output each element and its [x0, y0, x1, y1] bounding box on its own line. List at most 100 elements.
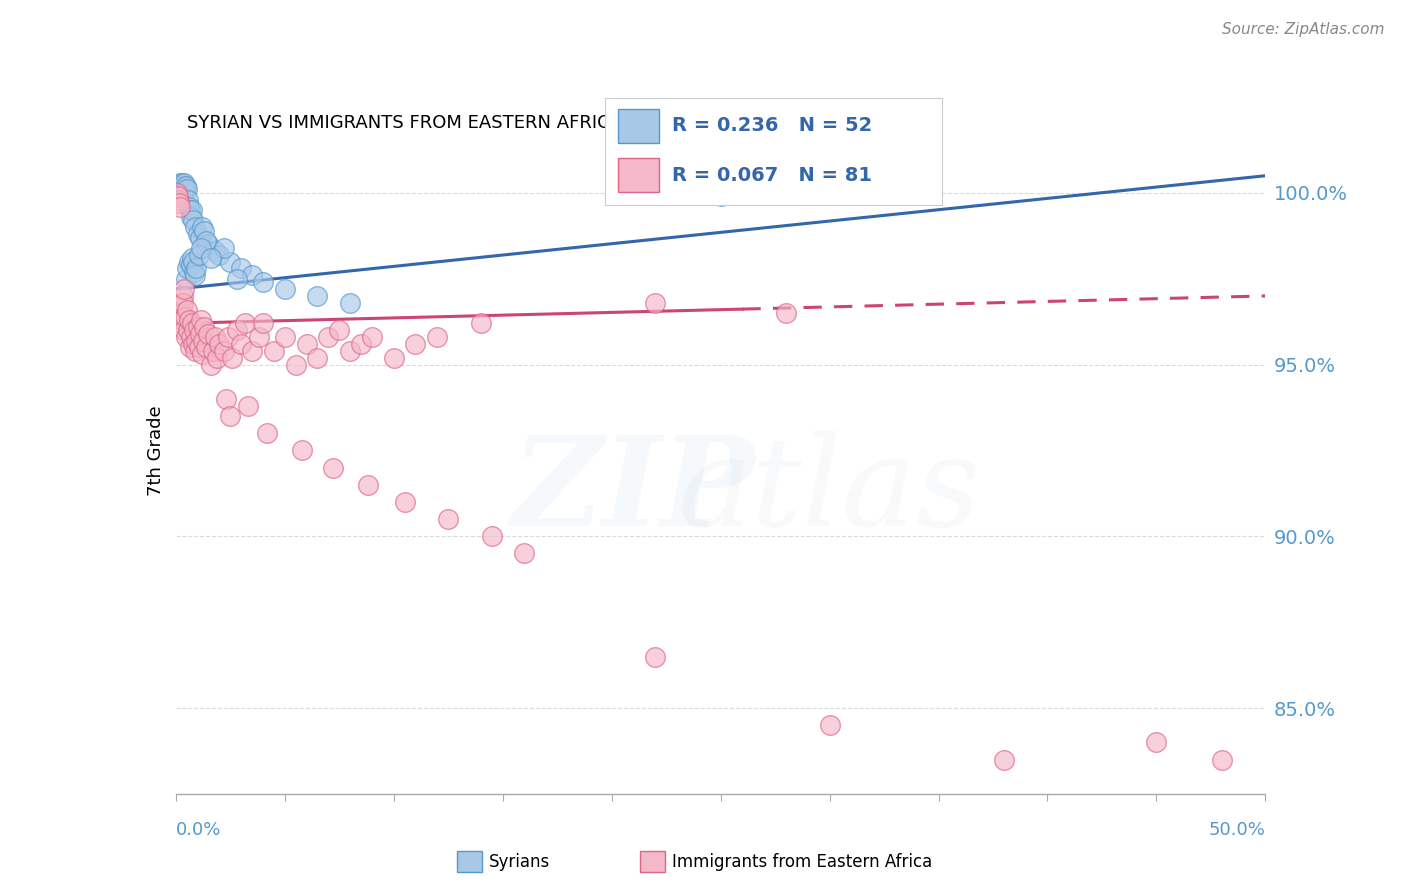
Point	[328, 323, 350, 337]
Point	[181, 213, 204, 227]
Point	[208, 337, 231, 351]
Point	[167, 193, 190, 207]
Point	[405, 337, 427, 351]
Point	[426, 330, 449, 344]
Point	[169, 182, 191, 196]
Point	[644, 649, 666, 664]
Point	[186, 261, 208, 276]
Point	[361, 330, 384, 344]
Text: atlas: atlas	[678, 431, 981, 552]
Point	[166, 186, 188, 200]
Point	[256, 426, 278, 441]
Point	[173, 176, 195, 190]
Point	[172, 313, 194, 327]
Point	[470, 317, 492, 331]
Point	[240, 268, 263, 283]
Point	[200, 251, 222, 265]
Point	[169, 295, 191, 310]
Point	[191, 347, 214, 361]
Point	[174, 271, 197, 285]
Text: R = 0.067   N = 81: R = 0.067 N = 81	[672, 166, 872, 185]
Point	[179, 202, 201, 217]
Point	[180, 210, 202, 224]
Point	[193, 224, 215, 238]
Point	[481, 529, 503, 543]
Point	[240, 343, 263, 358]
Point	[252, 317, 274, 331]
Bar	[619, 158, 658, 193]
Point	[274, 330, 297, 344]
Point	[191, 220, 214, 235]
Point	[174, 182, 197, 196]
Point	[176, 302, 198, 317]
Point	[247, 330, 270, 344]
Point	[212, 343, 235, 358]
Text: Source: ZipAtlas.com: Source: ZipAtlas.com	[1222, 22, 1385, 37]
Point	[195, 340, 218, 354]
Point	[225, 323, 247, 337]
Point	[1211, 752, 1233, 766]
Point	[180, 330, 202, 344]
Point	[291, 443, 314, 458]
Point	[183, 323, 205, 337]
Point	[184, 220, 207, 235]
Point	[173, 179, 195, 194]
Point	[252, 275, 274, 289]
Point	[221, 351, 243, 365]
Point	[187, 248, 209, 262]
Text: SYRIAN VS IMMIGRANTS FROM EASTERN AFRICA 7TH GRADE CORRELATION CHART: SYRIAN VS IMMIGRANTS FROM EASTERN AFRICA…	[187, 114, 934, 132]
Point	[231, 337, 253, 351]
Point	[195, 234, 218, 248]
Point	[176, 261, 198, 276]
Point	[173, 323, 195, 337]
Point	[188, 230, 211, 244]
Point	[181, 317, 204, 331]
Point	[295, 337, 318, 351]
Point	[167, 179, 190, 194]
Point	[322, 460, 344, 475]
Point	[225, 271, 247, 285]
Point	[186, 227, 209, 241]
Text: Immigrants from Eastern Africa: Immigrants from Eastern Africa	[672, 853, 932, 871]
Point	[181, 251, 204, 265]
Text: R = 0.236   N = 52: R = 0.236 N = 52	[672, 117, 872, 136]
Point	[180, 258, 202, 272]
Point	[356, 477, 378, 491]
Point	[174, 179, 197, 194]
Point	[181, 202, 204, 217]
Point	[231, 261, 253, 276]
Point	[212, 241, 235, 255]
Point	[201, 343, 224, 358]
Point	[993, 752, 1015, 766]
Point	[179, 340, 201, 354]
Point	[339, 343, 361, 358]
Text: ZIP: ZIP	[512, 431, 755, 552]
Text: 50.0%: 50.0%	[1209, 822, 1265, 839]
Point	[169, 176, 191, 190]
Point	[177, 200, 200, 214]
Text: Syrians: Syrians	[489, 853, 551, 871]
Point	[215, 392, 238, 406]
Point	[710, 189, 733, 203]
Point	[170, 317, 193, 331]
Point	[219, 409, 242, 423]
Point	[307, 289, 329, 303]
Point	[174, 310, 197, 324]
Point	[170, 306, 193, 320]
Point	[190, 241, 212, 255]
Point	[170, 182, 193, 196]
Point	[172, 295, 194, 310]
Point	[204, 330, 226, 344]
Point	[394, 495, 416, 509]
Point	[173, 282, 195, 296]
Point	[307, 351, 329, 365]
Point	[188, 326, 211, 341]
Point	[818, 718, 841, 732]
Point	[219, 254, 242, 268]
Point	[177, 323, 200, 337]
Point	[437, 512, 460, 526]
Point	[382, 351, 405, 365]
Point	[193, 319, 215, 334]
Bar	[619, 109, 658, 143]
Point	[318, 330, 340, 344]
